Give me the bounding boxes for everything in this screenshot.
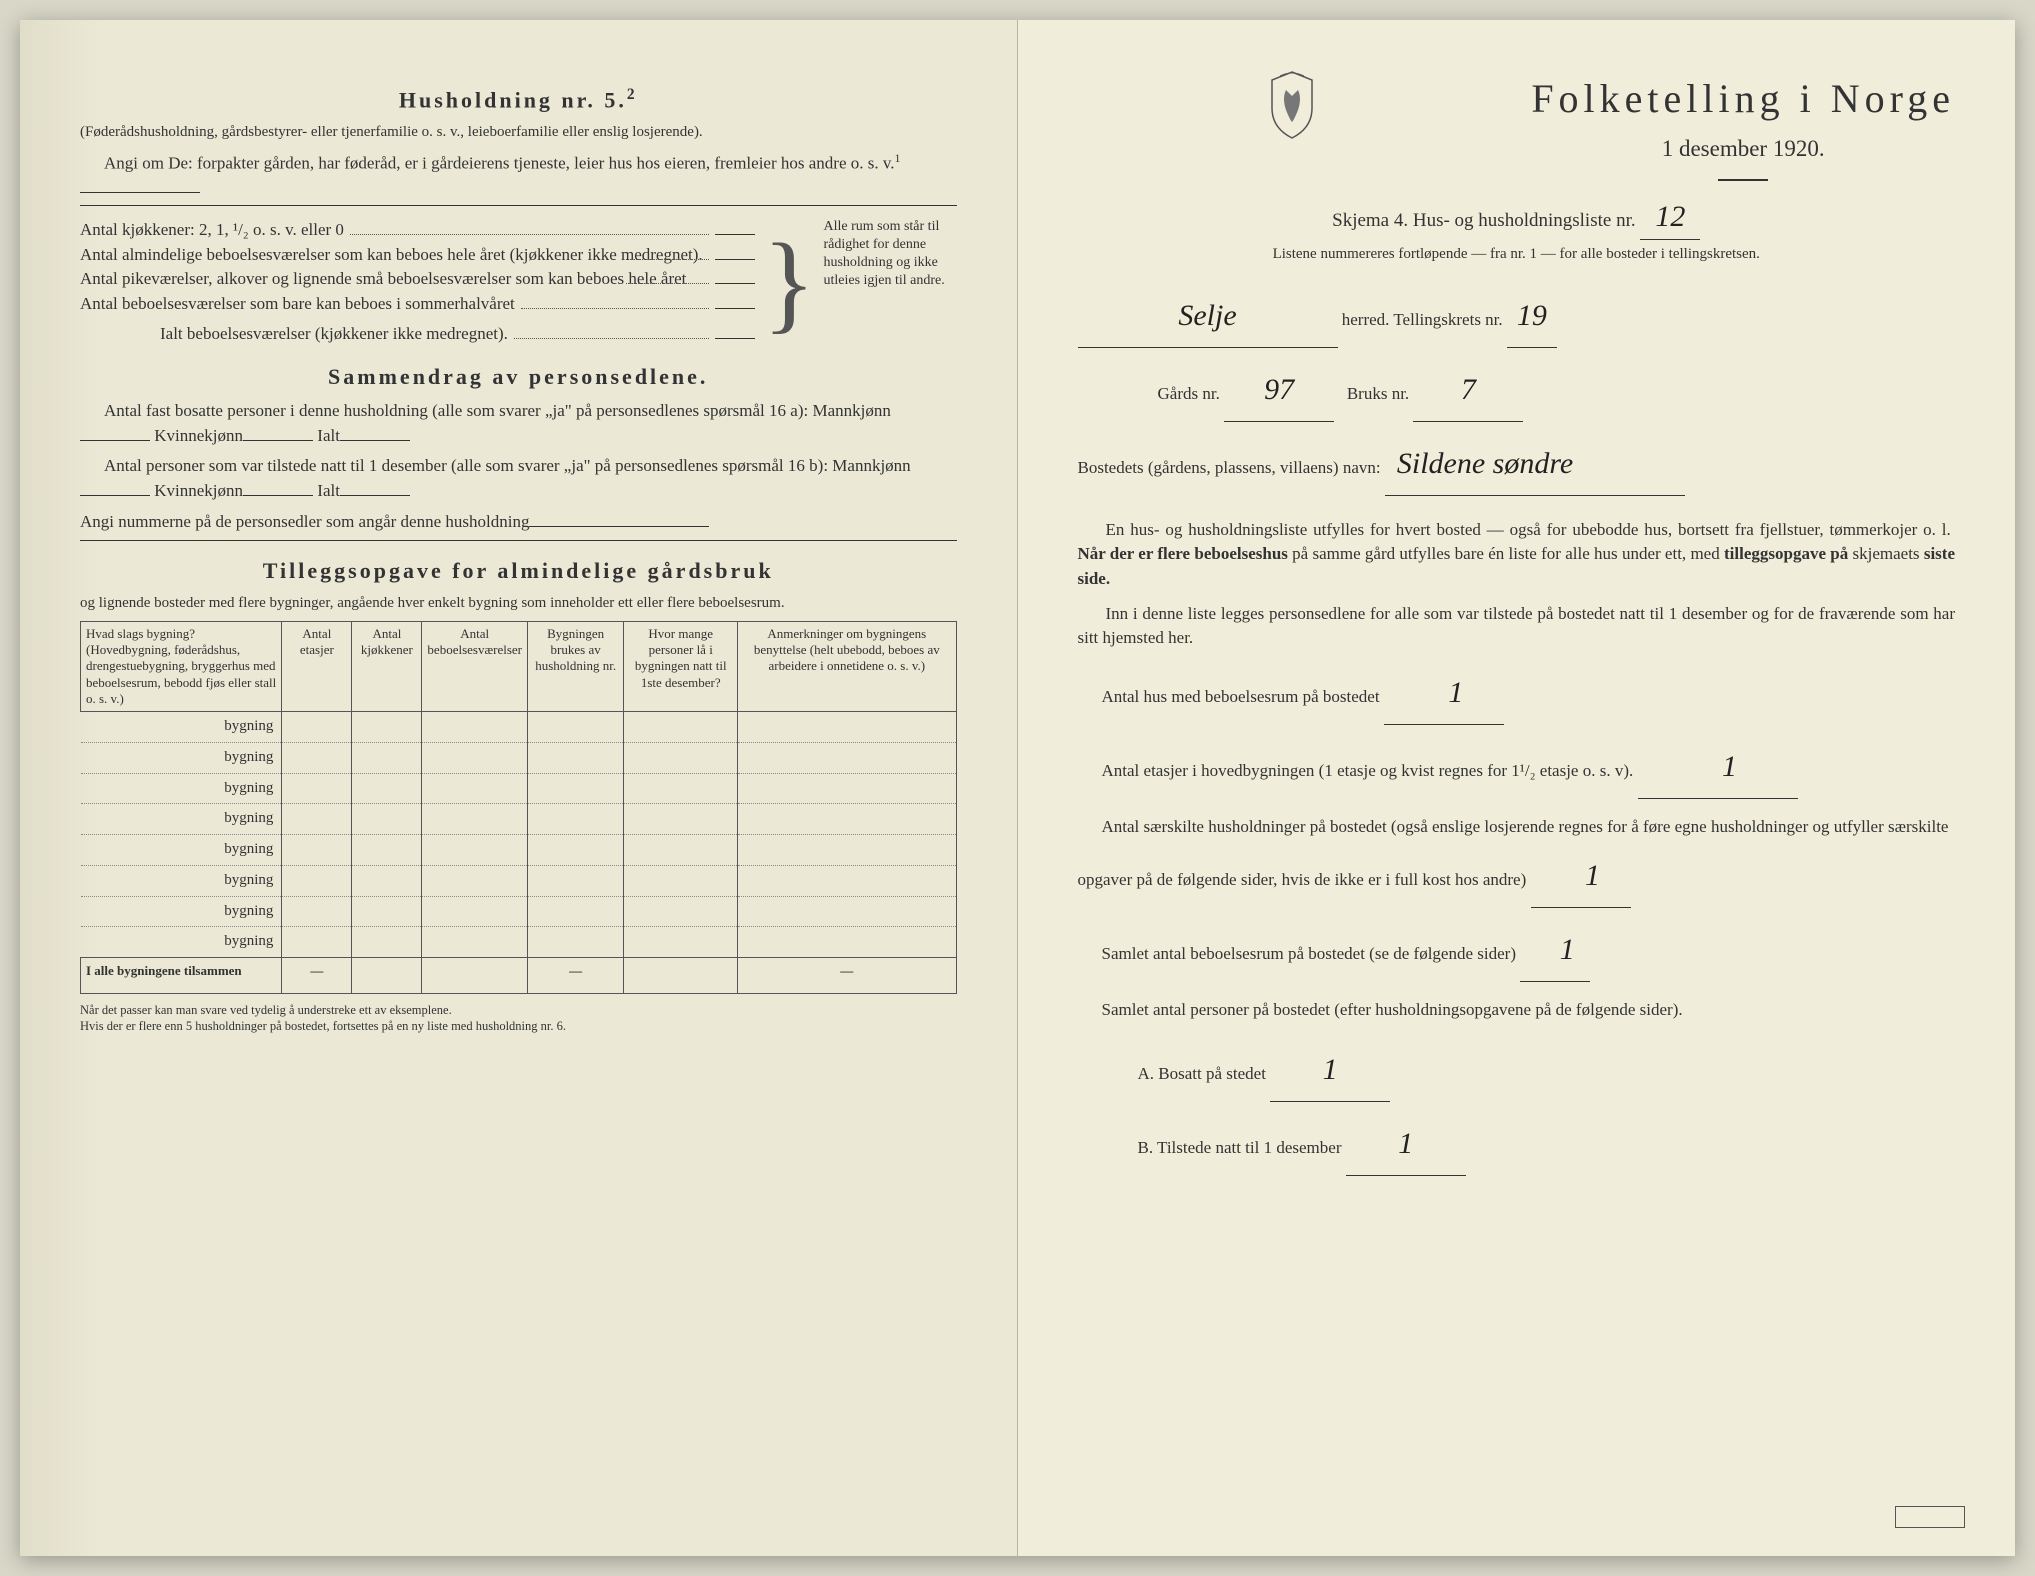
rooms-block: Antal kjøkkener: 2, 1, ¹/₂ o. s. v. elle…: [80, 218, 957, 347]
table-row: bygning: [81, 835, 957, 866]
th-beboelse: Antal beboelsesværelser: [422, 621, 528, 711]
ialt-label: Ialt beboelsesværelser (kjøkkener ikke m…: [80, 322, 508, 347]
qB: B. Tilstede natt til 1 desember 1: [1078, 1112, 1956, 1176]
th-anmerk: Anmerkninger om bygningens benyttelse (h…: [738, 621, 956, 711]
husholdning-5-subtitle: (Føderådshusholdning, gårdsbestyrer- ell…: [80, 122, 957, 144]
th-hushold: Bygningen brukes av husholdning nr.: [528, 621, 624, 711]
bygning-table: Hvad slags bygning? (Hovedbygning, føder…: [80, 621, 957, 994]
skjema-line: Skjema 4. Hus- og husholdningsliste nr. …: [1078, 195, 1956, 240]
table-row: bygning: [81, 712, 957, 743]
footnotes: Når det passer kan man svare ved tydelig…: [80, 1002, 957, 1035]
table-row: bygning: [81, 865, 957, 896]
left-page: Husholdning nr. 5.2 (Føderådshusholdning…: [20, 20, 1018, 1556]
sammendrag-title: Sammendrag av personsedlene.: [80, 361, 957, 393]
tillegg-title: Tilleggsopgave for almindelige gårdsbruk: [80, 555, 957, 587]
right-page: Folketelling i Norge 1 desember 1920. Sk…: [1018, 20, 2016, 1556]
q3: Antal særskilte husholdninger på bostede…: [1078, 809, 1956, 909]
page-date: 1 desember 1920.: [1531, 132, 1955, 165]
table-row: bygning: [81, 773, 957, 804]
coat-of-arms-icon: [1262, 70, 1322, 140]
gard-line: Gårds nr. 97 Bruks nr. 7: [1078, 358, 1956, 422]
husholdning-5-intro: Angi om De: forpakter gården, har føderå…: [80, 150, 957, 201]
header: Folketelling i Norge 1 desember 1920. Sk…: [1078, 70, 1956, 266]
q1: Antal hus med beboelsesrum på bostedet 1: [1078, 661, 1956, 725]
table-row: bygning: [81, 742, 957, 773]
para-1: En hus- og husholdningsliste utfylles fo…: [1078, 518, 1956, 592]
pike-label: Antal pikeværelser, alkover og lignende …: [80, 267, 620, 292]
th-personer: Hvor mange personer lå i bygningen natt …: [624, 621, 738, 711]
q4: Samlet antal beboelsesrum på bostedet (s…: [1078, 918, 1956, 982]
sammendrag-line3: Angi nummerne på de personsedler som ang…: [80, 510, 957, 535]
husholdning-5-title: Husholdning nr. 5.2: [80, 84, 957, 116]
brace-icon: }: [763, 233, 816, 332]
th-slags: Hvad slags bygning? (Hovedbygning, føder…: [81, 621, 282, 711]
document-spread: Husholdning nr. 5.2 (Føderådshusholdning…: [20, 20, 2015, 1556]
para-2: Inn i denne liste legges personsedlene f…: [1078, 602, 1956, 651]
table-row: bygning: [81, 927, 957, 958]
bosted-line: Bostedets (gårdens, plassens, villaens) …: [1078, 432, 1956, 496]
herred-line: Selje herred. Tellingskrets nr. 19: [1078, 284, 1956, 348]
kjokken-label: Antal kjøkkener: 2, 1, ¹/₂ o. s. v. elle…: [80, 218, 344, 243]
q5: Samlet antal personer på bostedet (efter…: [1078, 992, 1956, 1028]
alm-label: Antal almindelige beboelsesværelser som …: [80, 243, 620, 268]
q2: Antal etasjer i hovedbygningen (1 etasje…: [1078, 735, 1956, 799]
page-title: Folketelling i Norge: [1531, 70, 1955, 128]
table-row: bygning: [81, 804, 957, 835]
sammendrag-line2: Antal personer som var tilstede natt til…: [80, 454, 957, 503]
brace-text: Alle rum som står til rådighet for denne…: [823, 218, 956, 347]
table-row: bygning: [81, 896, 957, 927]
sammendrag-line1: Antal fast bosatte personer i denne hush…: [80, 399, 957, 448]
printer-mark: [1895, 1506, 1965, 1528]
sommer-label: Antal beboelsesværelser som bare kan beb…: [80, 292, 515, 317]
th-etasjer: Antal etasjer: [282, 621, 352, 711]
tillegg-sub: og lignende bosteder med flere bygninger…: [80, 593, 957, 615]
th-kjokken: Antal kjøkkener: [352, 621, 422, 711]
listene-note: Listene nummereres fortløpende — fra nr.…: [1078, 244, 1956, 266]
table-total-row: I alle bygningene tilsammen———: [81, 958, 957, 994]
qA: A. Bosatt på stedet 1: [1078, 1038, 1956, 1102]
